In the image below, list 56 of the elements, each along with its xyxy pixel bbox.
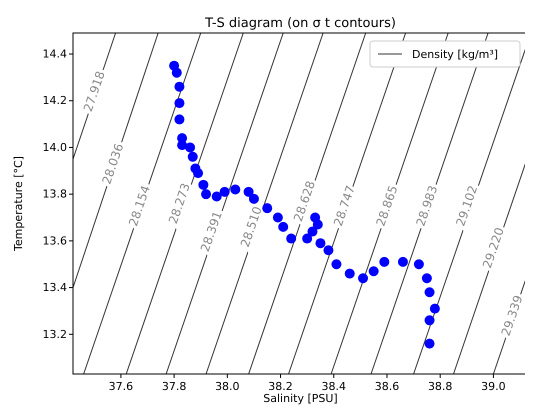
- point: [424, 315, 435, 326]
- point: [424, 338, 435, 349]
- point: [248, 194, 259, 204]
- legend-label: Density [kg/m³]: [412, 48, 498, 60]
- y-axis-title: Temperature [°C]: [12, 156, 25, 252]
- point: [315, 238, 326, 248]
- y-tick-label: 14.0: [42, 140, 67, 154]
- point: [185, 142, 196, 152]
- y-tick-label: 13.2: [42, 328, 67, 341]
- point: [323, 245, 334, 256]
- annotation: 28.747: [330, 184, 358, 228]
- x-tick-label: 38.8: [428, 380, 452, 393]
- point: [174, 114, 184, 124]
- point: [174, 82, 184, 92]
- point: [174, 98, 184, 108]
- point: [424, 287, 435, 298]
- x-tick-label: 38.4: [322, 380, 346, 393]
- point: [286, 234, 296, 244]
- y-tick-label: 13.8: [42, 188, 67, 201]
- y-tick-label: 13.6: [42, 234, 67, 248]
- point: [201, 189, 212, 200]
- point: [344, 268, 355, 279]
- point: [272, 212, 283, 223]
- point: [307, 226, 318, 237]
- point: [422, 273, 432, 284]
- x-axis-title: Salinity [PSU]: [263, 392, 338, 405]
- x-tick-label: 38.6: [374, 380, 400, 393]
- point: [278, 222, 288, 232]
- point: [379, 256, 390, 267]
- point: [172, 68, 182, 78]
- y-tick-label: 13.4: [42, 281, 67, 294]
- y-tick-label: 14.2: [42, 94, 67, 108]
- x-tick-label: 37.8: [162, 380, 186, 393]
- y-tick-label: 14.4: [42, 48, 67, 61]
- point: [230, 184, 240, 194]
- point: [302, 234, 312, 244]
- point: [244, 186, 254, 197]
- x-tick-label: 37.6: [108, 380, 134, 393]
- point: [262, 203, 272, 214]
- x-tick-label: 38.0: [215, 380, 240, 393]
- point: [220, 186, 230, 197]
- point: [312, 220, 323, 230]
- x-tick-label: 39.0: [481, 380, 506, 393]
- point: [198, 180, 208, 190]
- x-tick-label: 38.2: [268, 380, 293, 393]
- point: [368, 266, 379, 276]
- point: [414, 259, 424, 270]
- point: [188, 152, 198, 162]
- point: [430, 304, 440, 314]
- point: [358, 273, 368, 284]
- point: [398, 256, 408, 267]
- point: [193, 168, 204, 178]
- point: [177, 140, 188, 150]
- point: [331, 259, 342, 270]
- chart-title: T-S diagram (on σ t contours): [204, 16, 396, 31]
- point: [212, 191, 222, 202]
